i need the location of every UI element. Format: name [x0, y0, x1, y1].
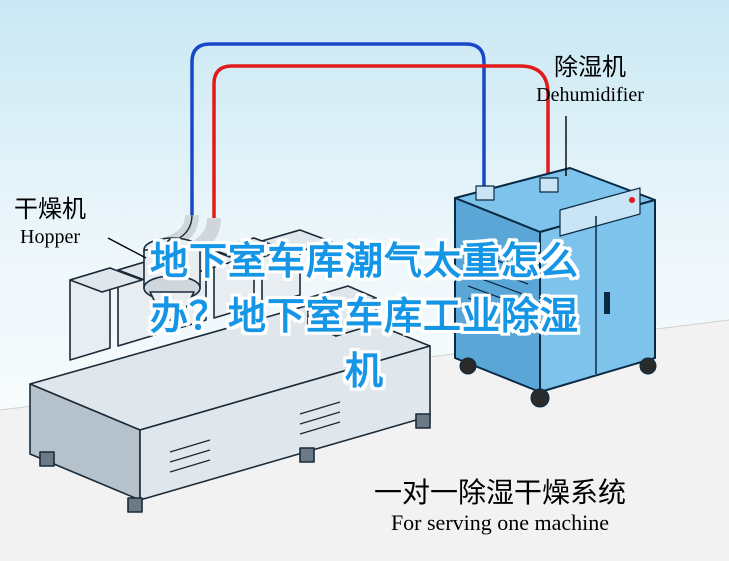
diagram-stage: 除湿机 Dehumidifier 干燥机 Hopper 一对一除湿干燥系统 Fo… — [0, 0, 729, 561]
overlay-line-1: 地下室车库潮气太重怎么 — [150, 230, 579, 285]
overlay-line-2: 办？地下室车库工业除湿 — [150, 285, 579, 340]
label-system: 一对一除湿干燥系统 For serving one machine — [300, 476, 700, 536]
label-dehumidifier-en: Dehumidifier — [490, 83, 690, 107]
overlay-headline: 地下室车库潮气太重怎么 办？地下室车库工业除湿 机 — [0, 230, 729, 395]
label-system-cn: 一对一除湿干燥系统 — [300, 476, 700, 510]
label-dehumidifier-cn: 除湿机 — [490, 54, 690, 83]
overlay-line-3: 机 — [345, 340, 384, 395]
label-system-en: For serving one machine — [300, 510, 700, 536]
label-hopper-cn: 干燥机 — [14, 196, 134, 225]
label-dehumidifier: 除湿机 Dehumidifier — [490, 54, 690, 107]
